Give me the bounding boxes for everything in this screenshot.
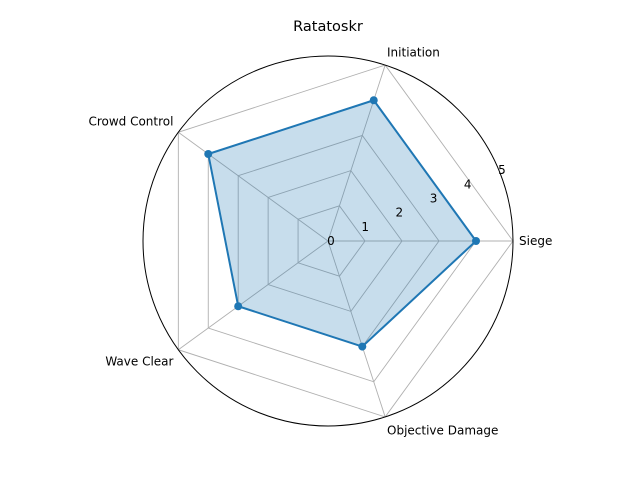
- category-label: Siege: [519, 234, 552, 248]
- grid-spoke: [327, 240, 386, 418]
- grid-spoke: [178, 131, 329, 242]
- r-tick-label: 1: [361, 220, 369, 234]
- r-tick-label: 3: [430, 192, 438, 206]
- data-point: [369, 96, 378, 105]
- category-label: Initiation: [387, 45, 440, 59]
- category-label: Crowd Control: [88, 115, 173, 129]
- series-line: [207, 99, 477, 348]
- data-point: [234, 302, 243, 311]
- r-tick-label: 4: [464, 177, 472, 191]
- labels: 0 1 2 3 4 5 Siege Initiation Crowd Control Wave C…: [88, 45, 552, 437]
- data-point: [472, 237, 480, 245]
- grid-spoke: [178, 240, 329, 351]
- grid-spoke: [327, 64, 386, 242]
- r-tick-label: 5: [498, 163, 506, 177]
- grid-ring: [267, 170, 403, 312]
- grid-ring: [177, 64, 514, 418]
- r-tick-label: 2: [396, 206, 404, 220]
- chart-title: Ratatoskr: [293, 19, 363, 35]
- data-layer: [204, 96, 480, 351]
- grid-ring: [237, 134, 440, 348]
- category-label: Objective Damage: [387, 424, 498, 438]
- grid-ring: [297, 205, 366, 277]
- series-fill: [208, 100, 476, 347]
- r-tick-label: 0: [327, 234, 335, 248]
- data-point: [358, 342, 367, 351]
- outer-circle: [142, 55, 514, 427]
- data-point: [204, 150, 213, 159]
- category-label: Wave Clear: [105, 354, 173, 368]
